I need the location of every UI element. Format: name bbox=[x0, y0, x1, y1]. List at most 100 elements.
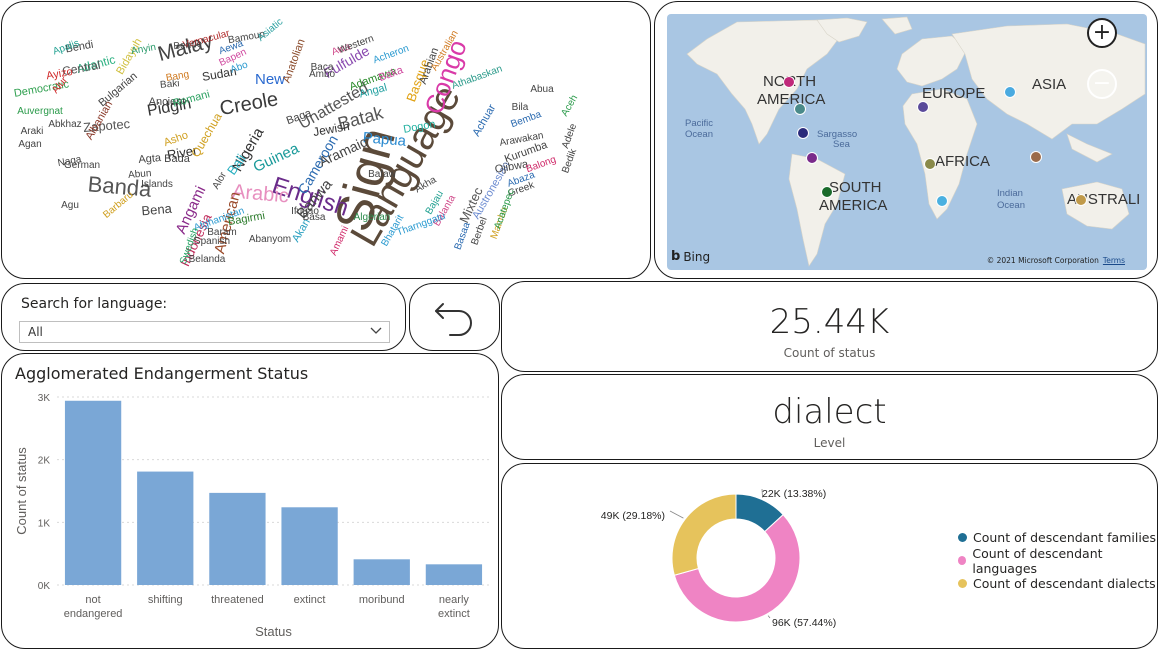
count-kpi-card: 25.44K Count of status bbox=[501, 281, 1158, 372]
word-cloud-word[interactable]: Bidayuh bbox=[114, 36, 144, 76]
word-cloud-word[interactable]: German bbox=[64, 160, 100, 171]
word-cloud-word[interactable]: Islands bbox=[141, 179, 173, 190]
word-cloud-word[interactable]: Algerian bbox=[354, 212, 391, 223]
map-bubble-marker[interactable] bbox=[1075, 194, 1087, 206]
donut-slice[interactable] bbox=[673, 513, 801, 623]
bar[interactable] bbox=[353, 559, 410, 585]
back-button[interactable] bbox=[409, 283, 500, 351]
map-bubble-marker[interactable] bbox=[783, 76, 795, 88]
word-cloud-word[interactable]: Baram bbox=[207, 227, 236, 238]
word-cloud-word[interactable]: Dogon bbox=[402, 118, 436, 135]
word-cloud-word[interactable]: Zapotec bbox=[83, 116, 132, 135]
word-cloud-word[interactable]: Ambo bbox=[309, 69, 336, 80]
continent-label: EUROPE bbox=[922, 85, 985, 102]
word-cloud-word[interactable]: Abkhaz bbox=[48, 119, 81, 130]
donut-legend: Count of descendant families Count of de… bbox=[958, 526, 1157, 595]
map-bubble-marker[interactable] bbox=[794, 103, 806, 115]
word-cloud-word[interactable]: Naga bbox=[57, 154, 83, 169]
word-cloud-word[interactable]: Abun bbox=[128, 168, 152, 181]
word-cloud-word[interactable]: Basa bbox=[303, 212, 326, 223]
word-cloud-word[interactable]: Jewish bbox=[312, 119, 351, 139]
word-cloud-word[interactable]: Baca bbox=[311, 62, 334, 73]
word-cloud-word[interactable]: Bafaw bbox=[368, 169, 397, 180]
map-bubble-marker[interactable] bbox=[936, 195, 948, 207]
word-cloud-word[interactable]: Spanish bbox=[194, 236, 230, 247]
word-cloud-word[interactable]: Ojibwa bbox=[494, 158, 530, 176]
word-cloud-word[interactable]: Bendi bbox=[65, 39, 95, 56]
count-label: Count of status bbox=[783, 346, 876, 360]
word-cloud-word[interactable]: Bada bbox=[164, 153, 191, 165]
zoom-out-button[interactable]: − bbox=[1087, 69, 1117, 99]
word-cloud-word[interactable]: Ancient bbox=[149, 96, 186, 108]
word-cloud-word[interactable]: Bang bbox=[165, 69, 190, 84]
bar[interactable] bbox=[281, 507, 338, 585]
world-map[interactable]: NORTHAMERICAEUROPEASIAAFRICASOUTHAMERICA… bbox=[667, 14, 1147, 270]
language-dropdown[interactable]: All bbox=[19, 321, 390, 343]
word-cloud-word[interactable]: Abanyom bbox=[249, 234, 291, 245]
word-cloud-word[interactable]: Agu bbox=[61, 200, 79, 211]
bar[interactable] bbox=[209, 492, 266, 585]
legend-item-languages[interactable]: Count of descendant languages bbox=[958, 546, 1157, 576]
bar-chart-title: Agglomerated Endangerment Status bbox=[15, 364, 309, 383]
word-cloud-word[interactable]: Bulgarian bbox=[96, 70, 139, 109]
word-cloud-word[interactable]: Bedik bbox=[560, 147, 579, 175]
word-cloud-word[interactable]: Basaa bbox=[453, 221, 473, 252]
y-axis-title: Count of status bbox=[14, 447, 29, 535]
word-cloud-word[interactable]: Arabic bbox=[231, 181, 289, 208]
bar[interactable] bbox=[64, 400, 122, 585]
word-cloud-word[interactable]: Berbel bbox=[470, 216, 490, 247]
word-cloud-word[interactable]: Creole bbox=[218, 88, 280, 120]
map-bubble-marker[interactable] bbox=[924, 158, 936, 170]
word-cloud-word[interactable]: Ayizo bbox=[45, 66, 73, 82]
word-cloud-word[interactable]: Balong bbox=[525, 154, 558, 175]
legend-item-dialects[interactable]: Count of descendant dialects bbox=[958, 572, 1157, 595]
map-bubble-marker[interactable] bbox=[797, 127, 809, 139]
word-cloud-word[interactable]: Acheron bbox=[372, 43, 411, 66]
map-landmass bbox=[816, 17, 868, 43]
word-cloud-word[interactable]: Abua bbox=[530, 84, 554, 95]
map-canvas[interactable]: NORTHAMERICAEUROPEASIAAFRICASOUTHAMERICA… bbox=[667, 14, 1147, 270]
word-cloud-word[interactable]: Anatolian bbox=[281, 37, 308, 84]
word-cloud-word[interactable]: Benue bbox=[173, 39, 203, 53]
x-tick-label: endangered bbox=[64, 608, 123, 620]
word-cloud-word[interactable]: Sudan bbox=[201, 64, 238, 84]
word-cloud-word[interactable]: Bila bbox=[512, 102, 529, 113]
donut-slice[interactable] bbox=[671, 493, 737, 576]
word-cloud-word[interactable]: Adele bbox=[560, 122, 579, 150]
terms-link[interactable]: Terms bbox=[1102, 256, 1125, 265]
map-landmass bbox=[881, 16, 913, 35]
map-landmass bbox=[896, 35, 968, 87]
map-bubble-marker[interactable] bbox=[1004, 86, 1016, 98]
word-cloud-word[interactable]: Ifugao bbox=[291, 206, 319, 217]
bing-b-icon: b bbox=[671, 249, 681, 264]
bar[interactable] bbox=[425, 564, 483, 585]
word-cloud-word[interactable]: Auvergnat bbox=[17, 106, 63, 117]
word-cloud-word[interactable]: Baki bbox=[160, 78, 180, 91]
word-cloud-word[interactable]: Alor bbox=[211, 170, 230, 191]
word-cloud-word[interactable]: New bbox=[255, 71, 285, 88]
word-cloud-word[interactable]: Agan bbox=[18, 139, 41, 150]
chevron-down-icon bbox=[369, 323, 383, 340]
bar[interactable] bbox=[137, 471, 194, 585]
legend-item-families[interactable]: Count of descendant families bbox=[958, 526, 1157, 549]
count-value: 25.44K bbox=[769, 302, 890, 342]
word-cloud-word[interactable]: Amami bbox=[328, 225, 351, 258]
word-cloud-word[interactable]: Araki bbox=[21, 126, 44, 137]
map-bubble-marker[interactable] bbox=[917, 101, 929, 113]
word-cloud-word[interactable]: Papua bbox=[362, 129, 407, 150]
word-cloud-word[interactable]: Anyin bbox=[130, 42, 157, 57]
word-cloud-word[interactable]: Central bbox=[61, 58, 102, 79]
word-cloud-word[interactable]: River bbox=[166, 142, 199, 162]
map-bubble-marker[interactable] bbox=[1030, 151, 1042, 163]
word-cloud-word[interactable]: Achuar bbox=[470, 102, 498, 138]
map-bubble-marker[interactable] bbox=[821, 186, 833, 198]
word-cloud-word[interactable]: Baka bbox=[377, 64, 405, 84]
word-cloud-word[interactable]: Bena bbox=[141, 201, 173, 219]
word-cloud-word[interactable]: Agta bbox=[138, 152, 162, 166]
word-cloud-word[interactable]: Belanda bbox=[189, 254, 226, 265]
word-cloud-word[interactable]: Quechua bbox=[188, 110, 225, 159]
map-bubble-marker[interactable] bbox=[806, 152, 818, 164]
word-cloud-word[interactable]: Banda bbox=[87, 171, 153, 202]
zoom-in-button[interactable]: + bbox=[1087, 18, 1117, 48]
word-cloud-word[interactable]: Aceh bbox=[559, 93, 580, 118]
